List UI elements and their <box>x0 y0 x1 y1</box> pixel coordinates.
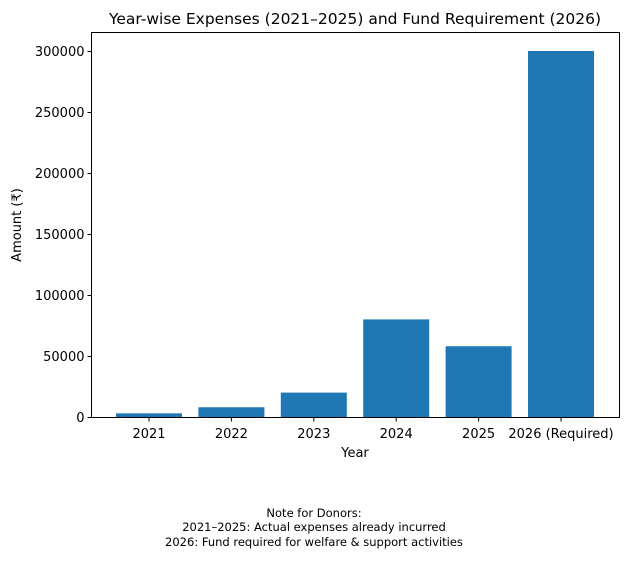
x-tick-label: 2025 <box>462 427 495 442</box>
x-axis-label: Year <box>340 446 369 461</box>
y-tick-label: 150000 <box>35 228 85 243</box>
y-axis-ticks: 0 50000 100000 150000 200000 250000 300000 <box>35 45 92 426</box>
plot-frame <box>91 32 620 418</box>
note-line-required: 2026: Fund required for welfare & suppor… <box>165 535 463 549</box>
bar-2023 <box>280 392 347 417</box>
x-tick-label: 2024 <box>380 427 413 442</box>
note-line-actual: 2021–2025: Actual expenses already incur… <box>182 520 446 534</box>
bars-group <box>116 51 594 417</box>
chart-title: Year-wise Expenses (2021–2025) and Fund … <box>108 10 601 28</box>
x-tick-label: 2023 <box>297 427 330 442</box>
x-axis-ticks: 2021 2022 2023 2024 2025 2026 (Required) <box>132 417 614 442</box>
note-title: Note for Donors: <box>266 506 361 520</box>
bar-2024 <box>363 319 430 417</box>
y-axis-label: Amount (₹) <box>10 188 25 262</box>
y-tick-label: 200000 <box>35 167 85 182</box>
bar-2026-required <box>528 51 594 417</box>
bar-2021 <box>116 413 182 417</box>
y-tick-label: 50000 <box>43 350 84 365</box>
bar-2025 <box>445 346 512 417</box>
bar-2022 <box>198 407 265 417</box>
y-tick-label: 0 <box>76 411 84 426</box>
x-tick-label: 2021 <box>132 427 165 442</box>
y-tick-label: 100000 <box>35 289 85 304</box>
y-tick-label: 300000 <box>35 45 85 60</box>
x-tick-label: 2022 <box>215 427 248 442</box>
x-tick-label: 2026 (Required) <box>508 427 613 442</box>
y-tick-label: 250000 <box>35 106 85 121</box>
